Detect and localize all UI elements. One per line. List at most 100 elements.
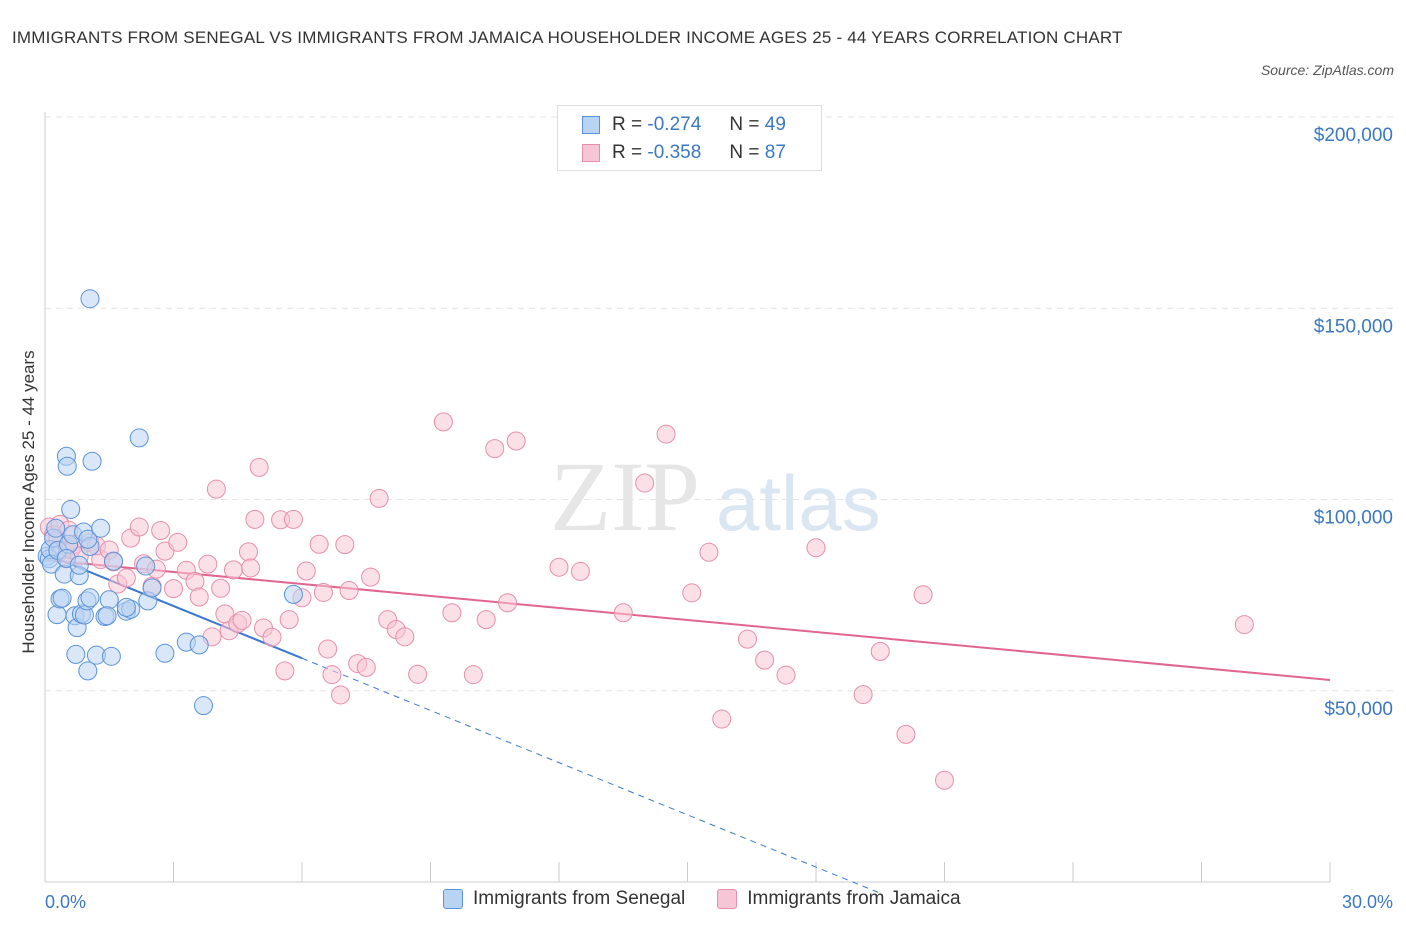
jamaica-point [206,479,226,499]
jamaica-point [776,665,796,685]
watermark-atlas: atlas [716,459,881,547]
stats-row-senegal: R = -0.274 N = 49 [582,111,786,139]
n-value: 49 [764,114,786,135]
jamaica-point [870,641,890,661]
jamaica-points [39,412,1254,790]
legend-label-senegal: Immigrants from Senegal [473,888,686,909]
jamaica-point [635,473,655,493]
jamaica-point [331,685,351,705]
jamaica-point [238,542,258,562]
jamaica-point [223,560,243,580]
jamaica-point [913,585,933,605]
jamaica-point [185,571,205,591]
senegal-point [116,597,136,617]
y-tick-label: $100,000 [1314,508,1393,529]
senegal-point [78,529,98,549]
source-label: Source: ZipAtlas.com [1260,62,1394,78]
jamaica-point [275,661,295,681]
series-legend: Immigrants from Senegal Immigrants from … [443,888,993,910]
senegal-point [47,605,67,625]
y-axis-label: Householder Income Ages 25 - 44 years [19,350,38,653]
jamaica-point [309,534,329,554]
trend-lines [44,552,1331,894]
jamaica-point [395,627,415,647]
senegal-point [155,643,175,663]
senegal-point [142,578,162,598]
senegal-point [136,556,156,576]
jamaica-point [935,770,954,790]
jamaica-point [549,557,569,577]
jamaica-point [570,561,590,581]
x-tick-label: 30.0% [1342,892,1393,912]
jamaica-point [279,610,299,630]
jamaica-point [356,657,376,677]
jamaica-point [313,582,333,602]
legend-label-jamaica: Immigrants from Jamaica [747,888,961,909]
senegal-point [101,646,121,666]
jamaica-point [498,593,518,613]
senegal-point [97,606,117,626]
chart-title: IMMIGRANTS FROM SENEGAL VS IMMIGRANTS FR… [12,28,1123,47]
jamaica-point [712,709,732,729]
r-value: -0.274 [647,114,702,135]
jamaica-swatch [582,144,600,162]
jamaica-point [656,424,676,444]
senegal-point [189,635,209,655]
y-tick-label: $200,000 [1314,125,1393,146]
jamaica-point [1234,615,1254,635]
jamaica-point [164,579,183,599]
senegal-point [52,588,72,608]
jamaica-point [245,509,265,529]
jamaica-trend-line [44,558,1331,682]
jamaica-point [198,554,218,574]
jamaica-legend-swatch [717,889,738,909]
jamaica-point [896,724,916,744]
jamaica-point [682,583,702,603]
senegal-point [129,428,149,448]
r-label: R = [612,142,643,163]
jamaica-point [737,629,757,649]
jamaica-point [433,412,453,432]
grid-lines [45,116,1395,692]
x-tick-labels: 0.0% 30.0% [45,892,1393,912]
jamaica-point [129,517,149,537]
senegal-point [78,661,98,681]
senegal-trend-line [44,552,303,660]
watermark-zip: ZIP [550,441,700,552]
jamaica-point [408,664,428,684]
legend-item-jamaica[interactable]: Immigrants from Jamaica [717,888,961,910]
y-tick-label: $150,000 [1314,316,1393,337]
senegal-point [46,518,66,538]
jamaica-point [168,532,188,552]
jamaica-point [361,567,381,587]
jamaica-point [151,520,171,540]
jamaica-point [116,568,136,588]
jamaica-point [249,457,269,477]
x-tick-label: 0.0% [45,892,86,912]
senegal-point [193,696,213,716]
jamaica-point [318,639,338,659]
jamaica-point [322,665,342,685]
stats-legend: R = -0.274 N = 49 R = -0.358 N = 87 [557,105,822,171]
jamaica-point [369,488,389,508]
senegal-point [82,451,102,471]
senegal-point [91,518,111,538]
jamaica-point [485,439,505,459]
senegal-point [99,590,119,610]
jamaica-point [463,665,483,685]
jamaica-point [806,538,826,558]
r-label: R = [612,114,643,135]
senegal-point [66,644,86,664]
senegal-trend-extension [301,657,881,894]
legend-item-senegal[interactable]: Immigrants from Senegal [443,888,685,910]
jamaica-point [241,558,261,578]
senegal-swatch [582,116,600,134]
jamaica-point [613,603,633,623]
senegal-legend-swatch [443,889,463,909]
jamaica-point [335,535,355,555]
n-label: N = [729,114,760,135]
senegal-point [69,555,89,575]
n-label: N = [729,142,760,163]
watermark: ZIP atlas [550,441,881,552]
